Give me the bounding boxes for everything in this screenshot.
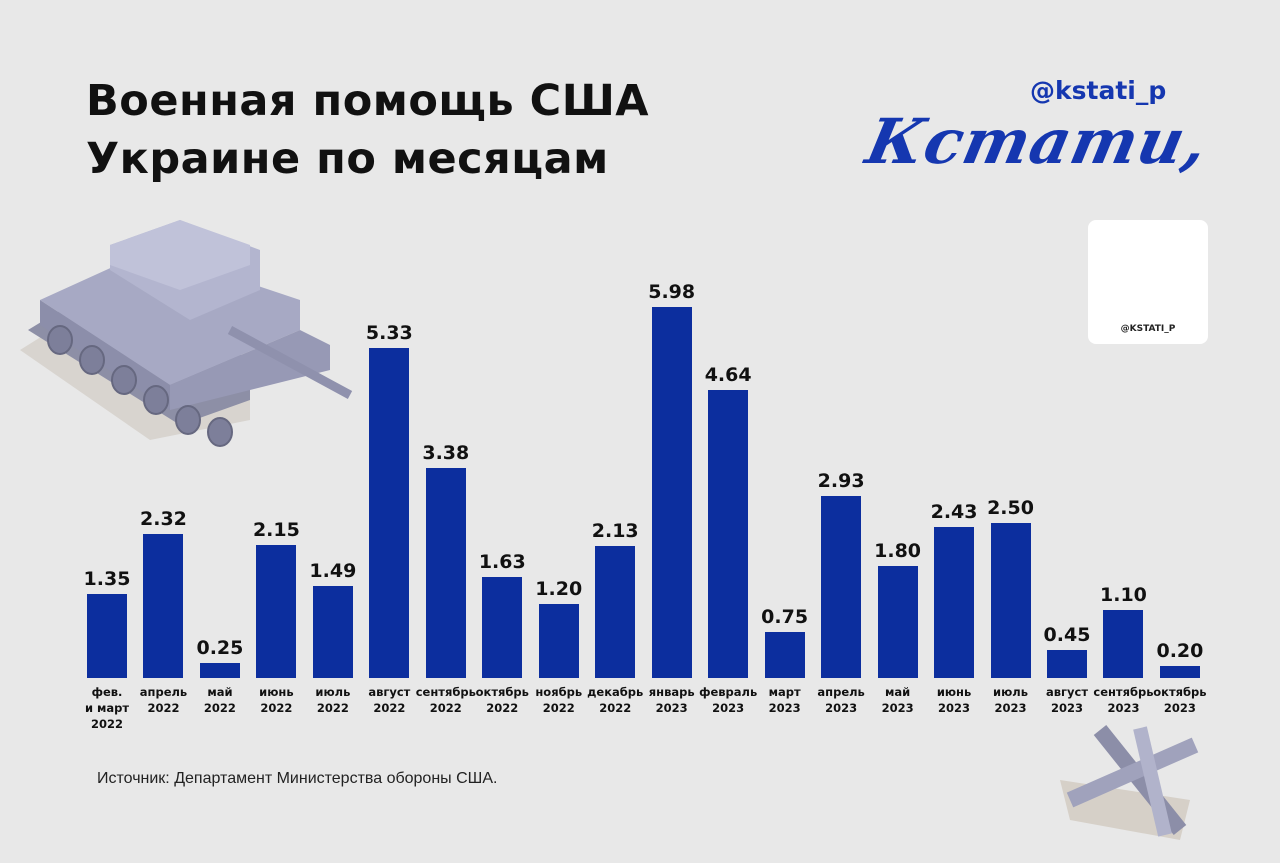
value-label: 2.13 bbox=[591, 519, 639, 542]
x-tick-label: июль 2023 bbox=[993, 685, 1028, 715]
tank bbox=[20, 220, 353, 447]
x-tick-label: август 2023 bbox=[1045, 685, 1088, 715]
value-label: 2.50 bbox=[987, 497, 1034, 519]
bar bbox=[708, 390, 749, 678]
x-tick-label: май 2023 bbox=[881, 685, 914, 715]
x-tick-label: октябрь 2023 bbox=[1153, 685, 1207, 715]
value-label: 0.75 bbox=[761, 605, 809, 628]
value-label: 0.20 bbox=[1156, 639, 1204, 662]
value-label: 0.45 bbox=[1043, 624, 1091, 647]
x-tick-label: сентябрь 2022 bbox=[415, 685, 476, 715]
hedgehog-obstacle bbox=[1060, 725, 1199, 840]
bar bbox=[538, 603, 579, 678]
bar bbox=[595, 545, 636, 678]
x-tick-label: фев. и март 2022 bbox=[84, 685, 130, 731]
value-label: 5.98 bbox=[648, 281, 696, 304]
source-note: Источник: Департамент Министерства оборо… bbox=[97, 770, 498, 787]
bar bbox=[1046, 650, 1087, 678]
qr-label: @KSTATI_P bbox=[1120, 324, 1176, 334]
value-label: 2.32 bbox=[140, 508, 187, 531]
x-tick-label: июнь 2022 bbox=[259, 685, 294, 715]
x-tick-label: февраль 2023 bbox=[699, 685, 758, 715]
bar bbox=[369, 347, 410, 678]
x-tick-label: январь 2023 bbox=[648, 685, 695, 715]
value-label: 5.33 bbox=[365, 321, 413, 344]
bar bbox=[199, 662, 240, 678]
bar bbox=[312, 585, 353, 678]
value-label: 1.63 bbox=[478, 550, 526, 573]
x-tick-label: август 2022 bbox=[368, 685, 411, 715]
qr-card: @KSTATI_P bbox=[1088, 220, 1208, 344]
bar bbox=[764, 631, 805, 678]
value-label: 2.15 bbox=[252, 518, 300, 541]
bar bbox=[482, 576, 523, 678]
x-tick-label: ноябрь 2022 bbox=[535, 685, 583, 715]
value-label: 2.43 bbox=[930, 501, 978, 524]
value-label: 1.80 bbox=[874, 540, 922, 563]
value-label: 0.25 bbox=[196, 636, 244, 659]
x-tick-label: март 2023 bbox=[768, 685, 801, 715]
value-label: 1.20 bbox=[535, 577, 583, 600]
bar bbox=[143, 534, 184, 678]
bar bbox=[425, 468, 466, 678]
value-label: 4.64 bbox=[704, 364, 752, 387]
x-tick-label: июнь 2023 bbox=[936, 685, 972, 715]
bar bbox=[934, 527, 975, 678]
value-label: 3.38 bbox=[422, 442, 470, 465]
bar bbox=[821, 496, 862, 678]
value-label: 1.35 bbox=[83, 568, 131, 591]
x-tick-label: апрель 2022 bbox=[139, 685, 188, 715]
bar bbox=[256, 544, 297, 678]
bar bbox=[87, 594, 127, 678]
bar bbox=[990, 523, 1031, 678]
value-label: 2.93 bbox=[817, 470, 865, 493]
x-tick-label: октябрь 2022 bbox=[475, 685, 529, 715]
bar bbox=[1159, 665, 1200, 678]
x-tick-label: апрель 2023 bbox=[817, 685, 865, 715]
x-tick-label: сентябрь 2023 bbox=[1093, 685, 1154, 715]
brand-handle: @kstati_p bbox=[1030, 76, 1167, 105]
bar bbox=[651, 307, 692, 678]
chart-title: Военная помощь США Украине по месяцам bbox=[86, 76, 650, 184]
value-label: 1.49 bbox=[309, 559, 357, 582]
bar bbox=[1103, 609, 1144, 678]
x-tick-label: май 2022 bbox=[203, 685, 236, 715]
value-label: 1.10 bbox=[1100, 583, 1147, 606]
x-tick-label: июль 2022 bbox=[315, 685, 351, 715]
bar bbox=[877, 566, 918, 678]
x-tick-label: декабрь 2022 bbox=[587, 685, 644, 715]
